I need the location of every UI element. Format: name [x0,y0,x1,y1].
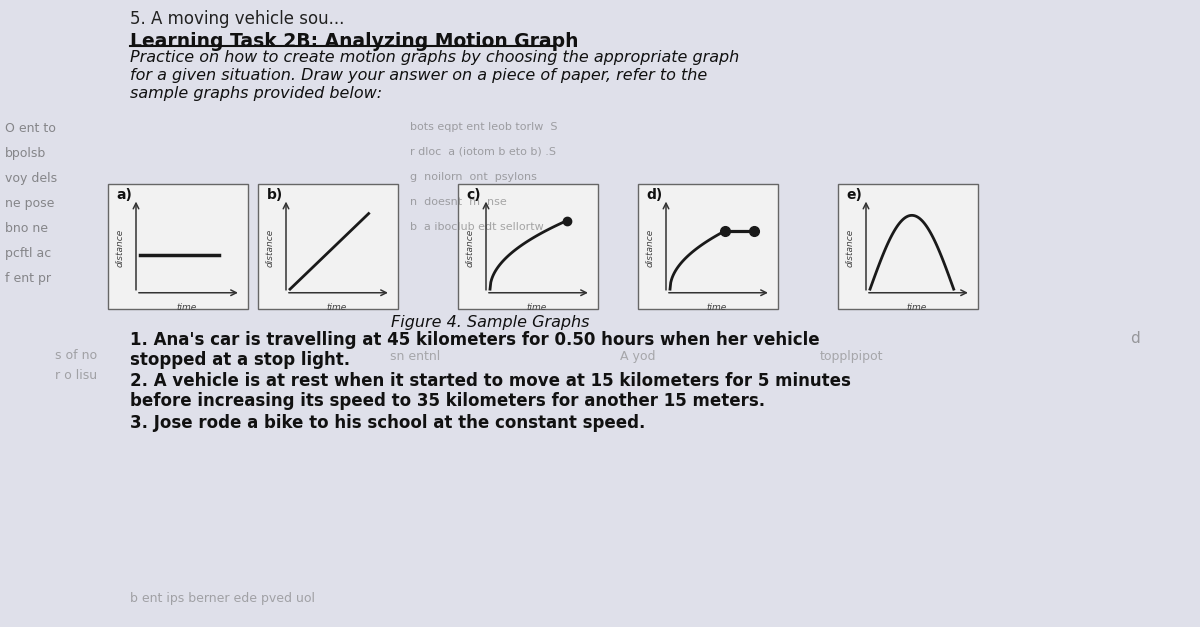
Text: a): a) [116,188,132,202]
Text: time: time [326,303,347,312]
FancyBboxPatch shape [638,184,778,309]
Text: distance: distance [846,229,854,267]
Text: O ent to: O ent to [5,122,56,135]
Text: voy dels: voy dels [5,172,58,185]
Text: topplpipot: topplpipot [820,350,883,363]
Text: 2. A vehicle is at rest when it started to move at 15 kilometers for 5 minutes: 2. A vehicle is at rest when it started … [130,372,851,390]
Text: f ent pr: f ent pr [5,272,50,285]
Text: b  a iboclub edt sellortw: b a iboclub edt sellortw [410,222,544,232]
Text: Figure 4. Sample Graphs: Figure 4. Sample Graphs [391,315,589,330]
Text: b): b) [266,188,283,202]
Text: time: time [707,303,726,312]
Text: stopped at a stop light.: stopped at a stop light. [130,351,350,369]
Text: time: time [906,303,926,312]
Text: r dloc  a (iotom b eto b) .S: r dloc a (iotom b eto b) .S [410,147,556,157]
Text: distance: distance [265,229,275,267]
Text: distance: distance [646,229,654,267]
Text: 3. Jose rode a bike to his school at the constant speed.: 3. Jose rode a bike to his school at the… [130,414,646,432]
Text: distance: distance [115,229,125,267]
Text: c): c) [467,188,481,202]
Text: g  noilorn  ont  psylons: g noilorn ont psylons [410,172,536,182]
Text: Learning Task 2B: Analyzing Motion Graph: Learning Task 2B: Analyzing Motion Graph [130,32,578,51]
FancyBboxPatch shape [838,184,978,309]
Text: d: d [1130,331,1140,346]
Text: bpolsb: bpolsb [5,147,47,160]
Text: bno ne: bno ne [5,222,48,235]
Text: time: time [176,303,197,312]
Text: for a given situation. Draw your answer on a piece of paper, refer to the: for a given situation. Draw your answer … [130,68,707,83]
Text: bots eqpt ent leob torlw  S: bots eqpt ent leob torlw S [410,122,558,132]
Text: distance: distance [466,229,474,267]
Text: time: time [527,303,546,312]
FancyBboxPatch shape [458,184,598,309]
Text: 1. Ana's car is travelling at 45 kilometers for 0.50 hours when her vehicle: 1. Ana's car is travelling at 45 kilomet… [130,331,820,349]
Text: e): e) [846,188,863,202]
Text: sn entnl: sn entnl [390,350,440,363]
Text: r o lisu: r o lisu [55,369,97,382]
Text: n  doesnt  m  nse: n doesnt m nse [410,197,506,207]
Text: 5. A moving vehicle sou...: 5. A moving vehicle sou... [130,10,344,28]
Text: s of no: s of no [55,349,97,362]
Text: d): d) [647,188,662,202]
Text: before increasing its speed to 35 kilometers for another 15 meters.: before increasing its speed to 35 kilome… [130,392,766,410]
FancyBboxPatch shape [258,184,398,309]
Text: b ent ips berner ede pved uol: b ent ips berner ede pved uol [130,592,314,605]
Text: sample graphs provided below:: sample graphs provided below: [130,86,382,101]
FancyBboxPatch shape [108,184,248,309]
Text: Practice on how to create motion graphs by choosing the appropriate graph: Practice on how to create motion graphs … [130,50,739,65]
Text: ne pose: ne pose [5,197,54,210]
Text: pcftl ac: pcftl ac [5,247,52,260]
Text: A yod: A yod [620,350,655,363]
